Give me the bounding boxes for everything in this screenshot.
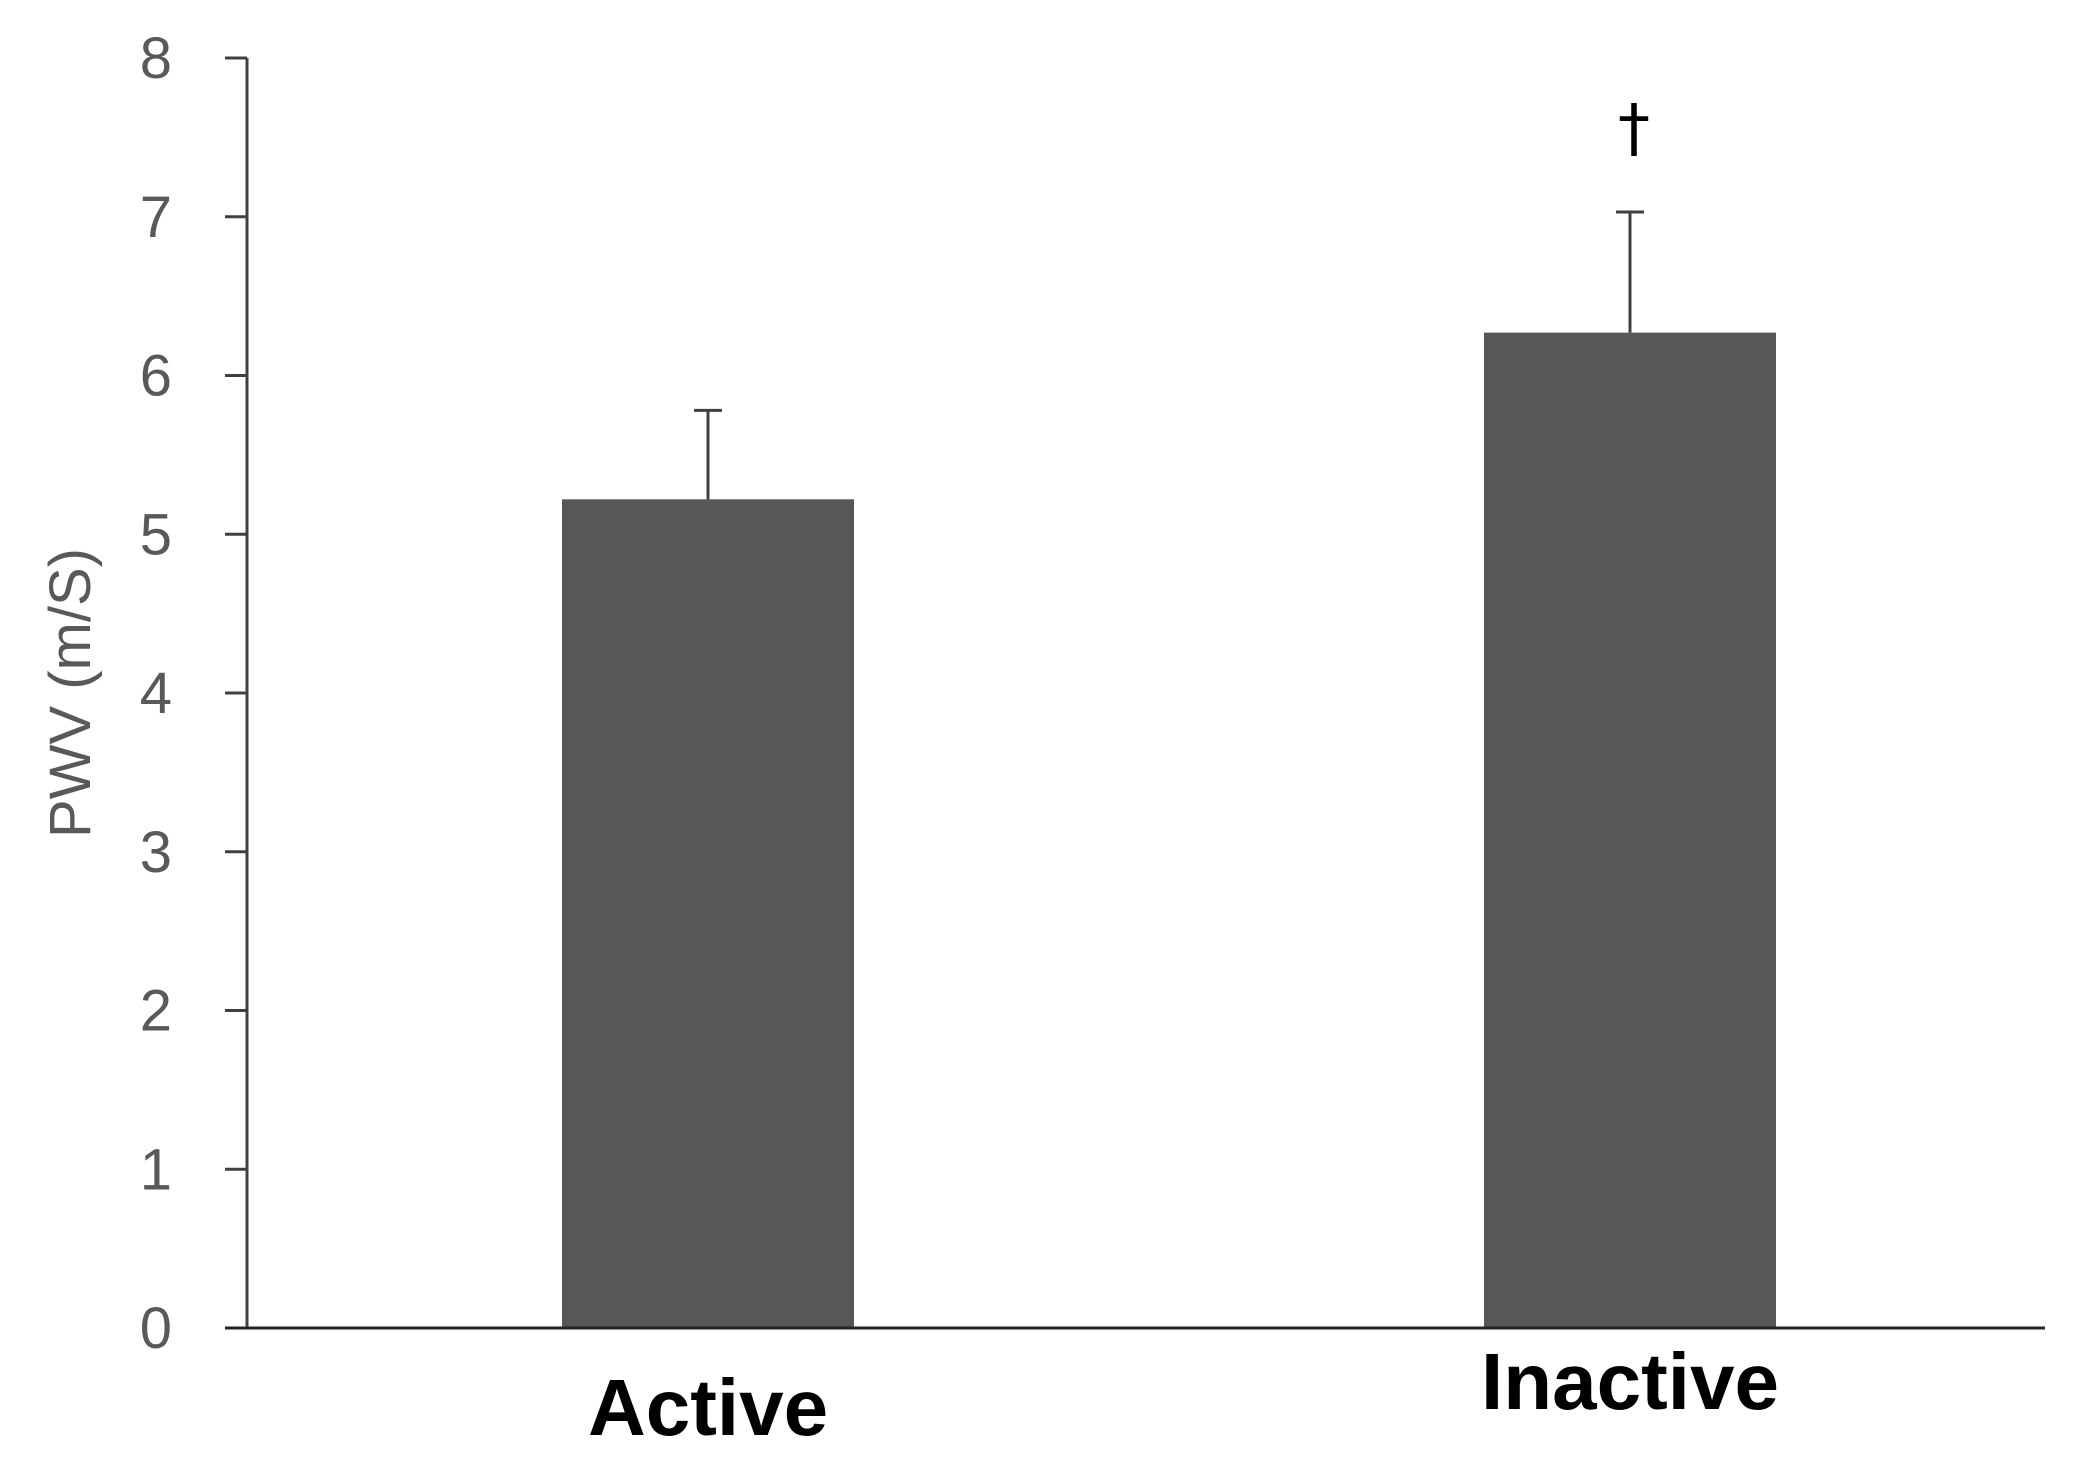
bar-inactive [1484,332,1776,1328]
y-tick-label: 5 [140,502,172,567]
bar-active [562,499,854,1328]
bars [562,332,1776,1328]
error-bar-active [694,408,722,500]
y-tick-label: 0 [140,1296,172,1361]
y-tick-label: 2 [140,979,172,1044]
significance-marker: † [1618,92,1650,166]
x-category-label: Inactive [1481,1337,1779,1426]
y-tick-label: 4 [140,661,172,726]
y-tick-label: 7 [140,185,172,250]
error-bar-inactive [1616,210,1644,333]
y-tick-label: 6 [140,344,172,409]
y-tick-label: 8 [140,26,172,91]
error-bars [694,210,1644,500]
y-tick-label: 1 [140,1137,172,1202]
annotations: † [1618,92,1650,166]
y-axis-ticks: 0 1 2 3 4 5 6 7 8 [140,26,247,1361]
y-tick-label: 3 [140,820,172,885]
x-category-label: Active [588,1363,828,1452]
y-axis-title: PWV (m/S) [38,548,103,838]
x-axis-category-labels: Active Inactive [588,1337,1779,1452]
